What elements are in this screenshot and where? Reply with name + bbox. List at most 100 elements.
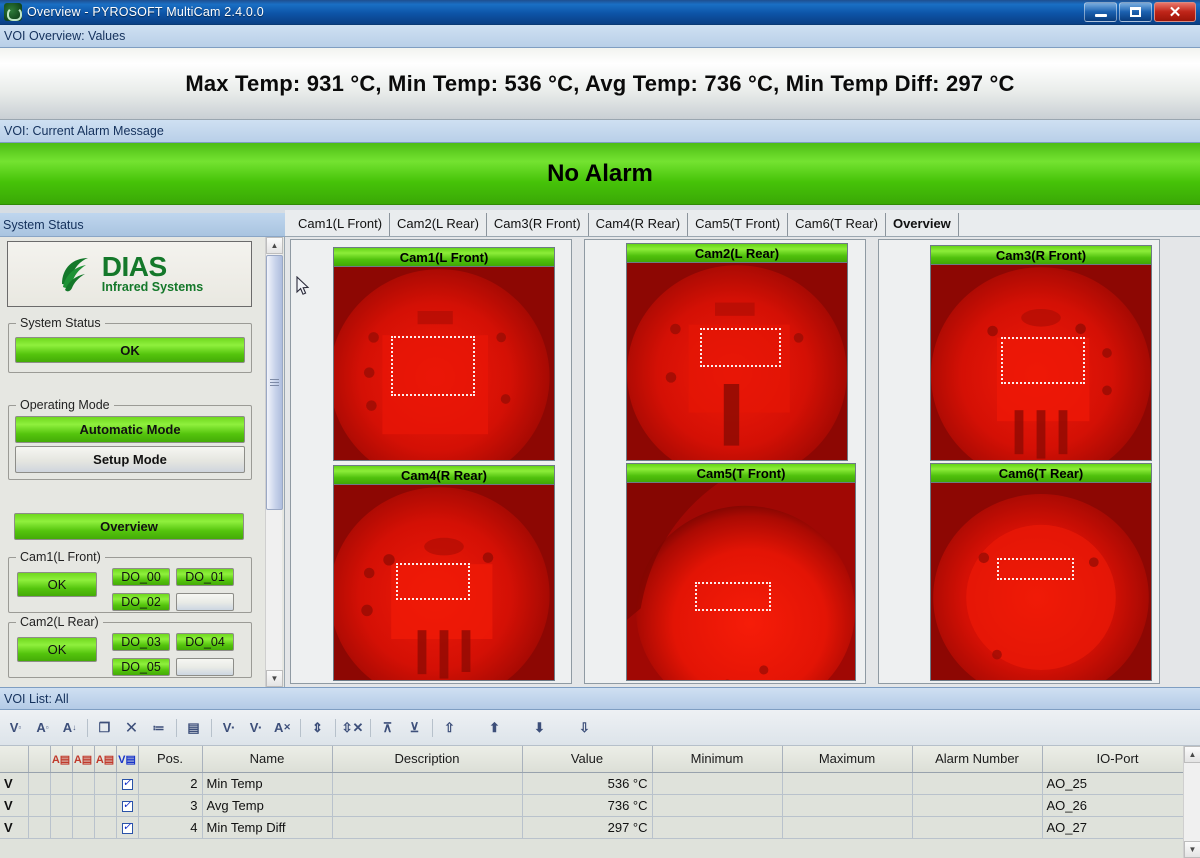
row-value: 736 °C <box>522 794 653 817</box>
col-value[interactable]: Value <box>522 746 653 773</box>
sidebar-cam2-status[interactable]: OK <box>17 637 97 662</box>
camera-panel-cam4[interactable]: Cam4(R Rear) <box>333 465 555 681</box>
table-scrollbar[interactable]: ▲ ▼ <box>1183 746 1200 858</box>
row-name: Avg Temp <box>202 794 333 817</box>
table-row[interactable]: V 2 Min Temp 536 °C AO_25 <box>0 772 1194 795</box>
row-io-port: AO_27 <box>1042 816 1194 839</box>
copy-icon[interactable]: ❐ <box>98 719 111 735</box>
col-name[interactable]: Name <box>202 746 333 773</box>
toolbar-separator <box>87 718 88 737</box>
sidebar-cam2-do-empty[interactable] <box>176 658 234 676</box>
automatic-mode-button[interactable]: Automatic Mode <box>15 416 245 443</box>
col-blank[interactable] <box>28 746 51 773</box>
row-minimum <box>652 794 783 817</box>
tab-cam6[interactable]: Cam6(T Rear) <box>788 213 886 236</box>
a-remove-icon[interactable]: A ✕ <box>274 720 291 735</box>
move-down-icon[interactable]: ⬇ <box>534 719 545 735</box>
row-minimum <box>652 816 783 839</box>
dias-logo: DIAS Infrared Systems <box>7 241 252 307</box>
move-bottom-icon[interactable]: ⇩ <box>579 719 590 735</box>
a-superscript-icon[interactable]: A ▫ <box>36 720 49 735</box>
table-row[interactable]: V 4 Min Temp Diff 297 °C AO_27 <box>0 816 1194 839</box>
camera-panel-cam1[interactable]: Cam1(L Front) <box>333 247 555 461</box>
table-scroll-up-icon[interactable]: ▲ <box>1184 746 1200 763</box>
minimize-button[interactable] <box>1084 2 1117 22</box>
col-io-port[interactable]: IO-Port <box>1042 746 1194 773</box>
tab-cam1[interactable]: Cam1(L Front) <box>291 213 391 236</box>
setup-mode-button[interactable]: Setup Mode <box>15 446 245 473</box>
camera-panel-cam2[interactable]: Cam2(L Rear) <box>626 243 848 461</box>
new-window-icon[interactable]: ▤ <box>187 719 200 735</box>
maximize-button[interactable] <box>1119 2 1152 22</box>
window-controls: ✕ <box>1082 0 1200 24</box>
camera-title-cam5: Cam5(T Front) <box>626 463 856 483</box>
sidebar-cam1-group: Cam1(L Front) OK DO_00 DO_01 DO_02 <box>8 550 252 613</box>
sidebar-cam1-status[interactable]: OK <box>17 572 97 597</box>
camera-image-cam2[interactable] <box>626 263 848 461</box>
v-add-icon[interactable]: V ▪ <box>222 720 235 735</box>
camera-image-cam1[interactable] <box>333 267 555 461</box>
alarm-banner: No Alarm <box>0 143 1200 205</box>
v-image-icon[interactable]: V ▪ <box>249 720 262 735</box>
col-marker[interactable] <box>0 746 29 773</box>
tab-cam2[interactable]: Cam2(L Rear) <box>390 213 487 236</box>
camera-image-cam5[interactable] <box>626 483 856 681</box>
camera-overview-area: Cam1(L Front) <box>285 237 1200 687</box>
col-pos[interactable]: Pos. <box>138 746 203 773</box>
tab-cam4[interactable]: Cam4(R Rear) <box>589 213 689 236</box>
close-button[interactable]: ✕ <box>1154 2 1196 22</box>
a-sort-icon[interactable]: A ↓ <box>62 720 77 735</box>
row-checkbox[interactable] <box>116 794 139 817</box>
camera-roi-cam1 <box>391 336 475 397</box>
table-scroll-down-icon[interactable]: ▼ <box>1184 841 1200 858</box>
sidebar-scrollbar[interactable]: ▲ ▼ <box>265 237 283 687</box>
camera-image-cam6[interactable] <box>930 483 1152 681</box>
camera-title-cam2: Cam2(L Rear) <box>626 243 848 263</box>
camera-panel-cam6[interactable]: Cam6(T Rear) <box>930 463 1152 681</box>
sidebar-cam2-do-04[interactable]: DO_04 <box>176 633 234 651</box>
delete-x-icon[interactable]: ✕ <box>124 719 139 737</box>
camera-panel-cam3[interactable]: Cam3(R Front) <box>930 245 1152 461</box>
scroll-down-icon[interactable]: ▼ <box>266 670 283 687</box>
align-middle-icon[interactable]: ⊻ <box>409 719 420 735</box>
window-title: Overview - PYROSOFT MultiCam 2.4.0.0 <box>27 5 264 19</box>
move-top-icon[interactable]: ⇧ <box>444 719 455 735</box>
col-icon-a2[interactable]: A▤ <box>72 746 95 773</box>
sidebar-cam1-do-00[interactable]: DO_00 <box>112 568 170 586</box>
col-alarm-number[interactable]: Alarm Number <box>912 746 1043 773</box>
voi-list-toolbar: V ▫ A ▫ A ↓ ❐ ✕ ≔ ▤ V ▪ V ▪ A ✕ ⇕ ⇳✕ ⊼ ⊻ ⇧ ⬆ ⬇… <box>0 710 1200 746</box>
move-up-icon[interactable]: ⬆ <box>489 719 500 735</box>
sidebar-cam2-do-05[interactable]: DO_05 <box>112 658 170 676</box>
tab-cam3[interactable]: Cam3(R Front) <box>487 213 589 236</box>
voi-list-table-wrap[interactable]: A▤ A▤ A▤ V▤ Pos. Name Description Value … <box>0 746 1200 858</box>
v-superscript-icon[interactable]: V ▫ <box>9 720 22 735</box>
col-icon-v1[interactable]: V▤ <box>116 746 139 773</box>
sidebar-cam2-do-03[interactable]: DO_03 <box>112 633 170 651</box>
table-row[interactable]: V 3 Avg Temp 736 °C AO_26 <box>0 794 1194 817</box>
sidebar-cam1-do-01[interactable]: DO_01 <box>176 568 234 586</box>
col-icon-a1[interactable]: A▤ <box>50 746 73 773</box>
camera-image-cam3[interactable] <box>930 265 1152 461</box>
system-status-indicator[interactable]: OK <box>15 337 245 363</box>
remove-cross-icon[interactable]: ⇳✕ <box>341 719 364 735</box>
tab-cam5[interactable]: Cam5(T Front) <box>688 213 789 236</box>
col-minimum[interactable]: Minimum <box>652 746 783 773</box>
row-checkbox[interactable] <box>116 772 139 795</box>
sidebar-scroll-thumb[interactable] <box>266 255 283 510</box>
row-checkbox[interactable] <box>116 816 139 839</box>
values-summary-text: Max Temp: 931 °C, Min Temp: 536 °C, Avg … <box>185 70 1015 96</box>
align-top-icon[interactable]: ⊼ <box>382 719 393 735</box>
scroll-up-icon[interactable]: ▲ <box>266 237 283 254</box>
overview-button[interactable]: Overview <box>14 513 244 540</box>
values-banner: Max Temp: 931 °C, Min Temp: 536 °C, Avg … <box>0 48 1200 120</box>
list-indent-icon[interactable]: ≔ <box>152 720 165 735</box>
col-icon-a3[interactable]: A▤ <box>94 746 117 773</box>
move-updown-icon[interactable]: ⇕ <box>312 719 323 735</box>
camera-panel-cam5[interactable]: Cam5(T Front) <box>626 463 856 681</box>
sidebar-cam1-do-02[interactable]: DO_02 <box>112 593 170 611</box>
sidebar-cam1-do-empty[interactable] <box>176 593 234 611</box>
col-maximum[interactable]: Maximum <box>782 746 913 773</box>
col-description[interactable]: Description <box>332 746 523 773</box>
tab-overview[interactable]: Overview <box>886 213 959 236</box>
camera-image-cam4[interactable] <box>333 485 555 681</box>
